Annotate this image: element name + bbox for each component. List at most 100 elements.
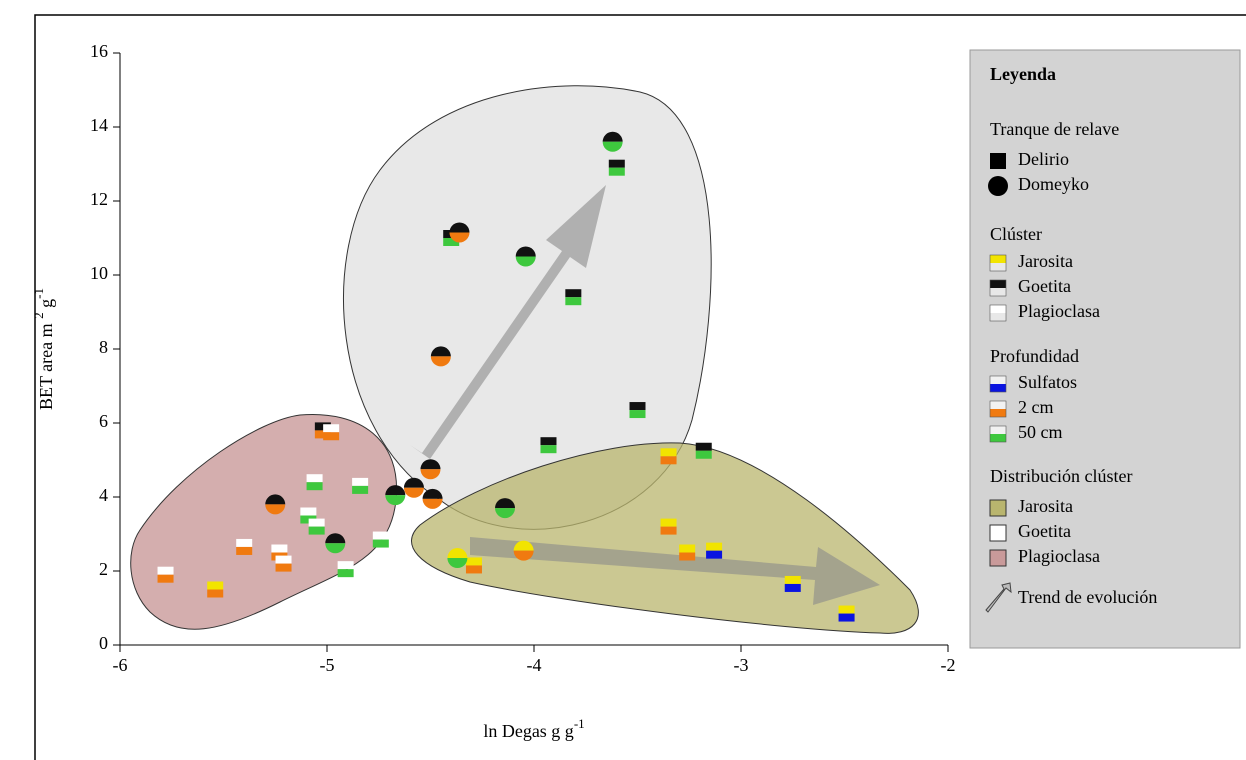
marker-bottom	[990, 409, 1006, 417]
zone-plagioclasa	[130, 413, 398, 630]
marker-bottom	[513, 550, 534, 561]
legend-label: Goetita	[1018, 276, 1071, 296]
marker-bottom	[990, 313, 1006, 321]
data-point	[275, 555, 292, 572]
marker-bottom	[385, 495, 406, 506]
marker-top	[515, 246, 536, 257]
label-part: BET area m	[36, 319, 56, 410]
marker-bottom	[660, 456, 677, 465]
marker-top	[422, 488, 443, 499]
data-point	[695, 442, 712, 459]
x-tick-label: -2	[941, 655, 956, 675]
marker-top	[385, 485, 406, 496]
marker-top	[265, 494, 286, 505]
data-point	[515, 246, 536, 267]
data-point	[236, 538, 253, 555]
y-tick-label: 12	[90, 189, 108, 209]
marker-top	[447, 548, 468, 559]
marker-bottom	[990, 384, 1006, 392]
data-point	[784, 575, 801, 592]
data-point	[306, 474, 323, 491]
label-part: ln Degas g g	[483, 721, 573, 741]
marker-bottom	[695, 450, 712, 459]
data-point	[565, 289, 582, 306]
y-tick-label: 0	[99, 633, 108, 653]
legend-swatch	[989, 254, 1007, 272]
data-point	[265, 494, 286, 515]
y-tick-label: 6	[99, 411, 108, 431]
frame	[34, 14, 1246, 760]
marker-bottom	[403, 487, 424, 498]
y-axis-label: BET area m 2 g-1	[31, 288, 56, 410]
data-point	[447, 548, 468, 569]
marker-top	[990, 426, 1006, 434]
data-point	[352, 477, 369, 494]
marker-top	[157, 566, 174, 575]
marker-bottom	[300, 515, 317, 524]
legend-swatch	[989, 375, 1007, 393]
marker-bottom	[990, 263, 1006, 271]
data-point	[420, 459, 441, 480]
data-point	[337, 561, 354, 578]
legend-group-title: Clúster	[990, 224, 1042, 244]
data-point	[706, 542, 723, 559]
marker-top	[495, 498, 516, 509]
y-tick-label: 10	[90, 263, 108, 283]
swatch-border	[989, 304, 1007, 322]
marker-top	[695, 442, 712, 451]
marker-top	[706, 542, 723, 551]
y-tick-label: 8	[99, 337, 108, 357]
legend-swatch	[989, 304, 1007, 322]
data-point	[422, 488, 443, 509]
marker-top	[465, 557, 482, 566]
data-point	[602, 131, 623, 152]
marker-bottom	[990, 434, 1006, 442]
marker-bottom	[449, 232, 470, 243]
marker-bottom	[325, 543, 346, 554]
data-point	[207, 581, 224, 598]
legend-marker	[990, 153, 1006, 169]
data-point	[385, 485, 406, 506]
marker-top	[540, 437, 557, 446]
data-point	[157, 566, 174, 583]
marker-bottom	[706, 550, 723, 559]
data-point	[608, 159, 625, 176]
marker-bottom	[236, 546, 253, 555]
marker-top	[207, 581, 224, 590]
marker-bottom	[422, 498, 443, 509]
marker-bottom	[308, 526, 325, 535]
marker-bottom	[660, 526, 677, 535]
data-point	[540, 437, 557, 454]
data-point	[679, 544, 696, 561]
marker-bottom	[372, 539, 389, 548]
legend-trend-icon	[985, 582, 1012, 613]
x-axis-label: ln Degas g g-1	[483, 716, 584, 741]
marker-top	[430, 346, 451, 357]
marker-top	[679, 544, 696, 553]
y-tick-label: 4	[99, 485, 108, 505]
marker-top	[420, 459, 441, 470]
marker-bottom	[679, 552, 696, 561]
legend-group-title: Profundidad	[990, 346, 1079, 366]
trend-arrow	[410, 185, 606, 459]
marker-top	[990, 280, 1006, 288]
marker-top	[403, 477, 424, 488]
marker-bottom	[838, 613, 855, 622]
marker-bottom	[314, 430, 331, 439]
marker-top	[838, 605, 855, 614]
marker-top	[990, 255, 1006, 263]
data-point	[430, 346, 451, 367]
legend-label: Delirio	[1018, 149, 1069, 169]
swatch-border	[989, 400, 1007, 418]
swatch-border	[989, 279, 1007, 297]
legend-title: Leyenda	[990, 64, 1056, 84]
marker-bottom	[540, 445, 557, 454]
marker-top	[325, 533, 346, 544]
marker-bottom	[157, 574, 174, 583]
legend-label: Jarosita	[1018, 251, 1073, 271]
data-point	[629, 402, 646, 419]
label-part: g	[36, 299, 56, 313]
marker-top	[275, 555, 292, 564]
legend-swatch	[990, 153, 1006, 169]
